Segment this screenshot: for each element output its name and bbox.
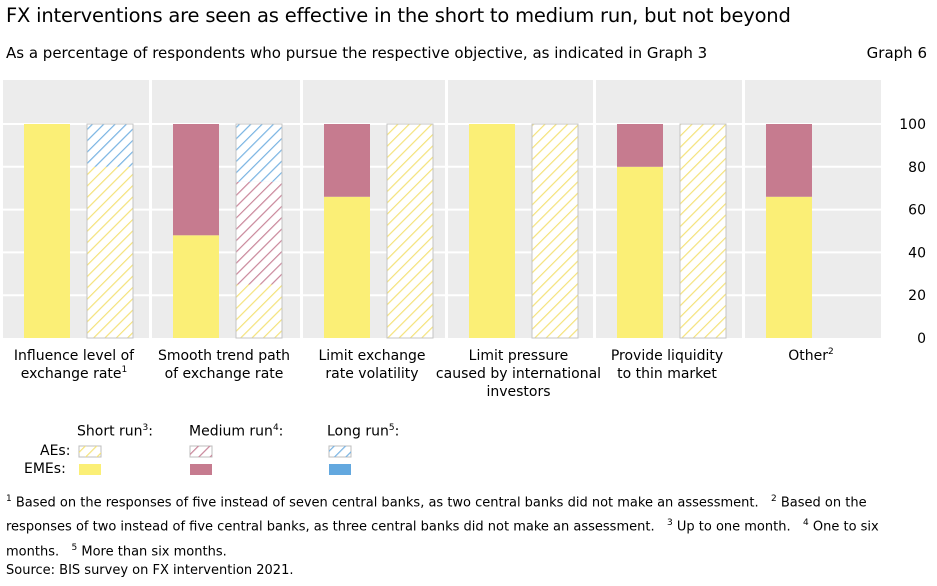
bar-eme-short [24, 124, 70, 338]
bar-ae-outline [86, 123, 134, 339]
bar-ae-short [236, 284, 282, 338]
category-label-note: 2 [828, 347, 834, 357]
legend-aes-label: AEs: [40, 443, 71, 459]
bar-eme-medium [617, 124, 663, 167]
y-tick-label: 60 [908, 203, 926, 219]
legend-swatch-ae-medium-hatch [190, 446, 212, 457]
bar-ae-long [236, 124, 282, 182]
bar-eme-medium [766, 124, 812, 197]
category-label: investors [486, 384, 550, 400]
category-label-note: 1 [122, 365, 128, 375]
bar-ae-long [87, 124, 133, 167]
category-label: exchange rate1 [21, 365, 128, 382]
bar-eme-short [469, 124, 515, 338]
category-label: Smooth trend path [158, 348, 290, 364]
bar-ae-short [387, 124, 433, 338]
legend-swatches [78, 445, 352, 475]
y-tick-label: 80 [908, 160, 926, 176]
bar-eme-short [617, 166, 663, 338]
graph-label: Graph 6 [866, 44, 927, 62]
legend-swatch-eme-long [329, 464, 351, 475]
bar-eme-short [324, 196, 370, 338]
bar-ae-short [87, 166, 133, 338]
bar-ae-medium [236, 181, 282, 285]
source-note: Source: BIS survey on FX intervention 20… [6, 563, 294, 578]
legend-short-run: Short run3: [77, 423, 153, 440]
category-label: of exchange rate [165, 366, 284, 382]
category-label: to thin market [617, 366, 717, 382]
legend-medium-run: Medium run4: [189, 423, 284, 440]
legend-swatch-ae-long-hatch [329, 446, 351, 457]
gridlines [3, 123, 883, 297]
category-label: Limit exchange [318, 348, 425, 364]
bar-eme-short [173, 235, 219, 338]
legend-swatch-eme-medium [190, 464, 212, 475]
bar-chart: 0 20 40 60 80 100 Influence level ofexchange … [3, 80, 926, 400]
bar-eme-medium [173, 124, 219, 236]
category-label: Provide liquidity [611, 348, 723, 364]
legend-swatch-eme-short [79, 464, 101, 475]
category-label: Influence level of [14, 348, 135, 364]
bar-ae-short [680, 124, 726, 338]
y-tick-label: 0 [917, 331, 926, 347]
category-label: Other2 [788, 347, 834, 364]
chart-title: FX interventions are seen as effective i… [6, 4, 791, 27]
bar-ae-outline [235, 123, 283, 339]
bar-ae-outline [531, 123, 579, 339]
bar-ae-short [532, 124, 578, 338]
category-label: caused by international [436, 366, 601, 382]
chart-subtitle: As a percentage of respondents who pursu… [6, 44, 708, 62]
y-tick-label: 100 [899, 117, 926, 133]
category-label: Limit pressure [469, 348, 569, 364]
y-tick-label: 20 [908, 288, 926, 304]
bar-ae-outline [679, 123, 727, 339]
category-label: rate volatility [325, 366, 418, 382]
bar-ae-outline [386, 123, 434, 339]
y-axis-ticks: 0 20 40 60 80 100 [899, 117, 926, 347]
bars [24, 123, 812, 339]
bar-eme-medium [324, 124, 370, 197]
bar-eme-short [766, 196, 812, 338]
legend-emes-label: EMEs: [24, 461, 66, 477]
legend-long-run: Long run5: [327, 423, 400, 440]
legend-swatch-ae-short-hatch [79, 446, 101, 457]
y-tick-label: 40 [908, 245, 926, 261]
footnotes: 1 Based on the responses of five instead… [6, 494, 879, 559]
